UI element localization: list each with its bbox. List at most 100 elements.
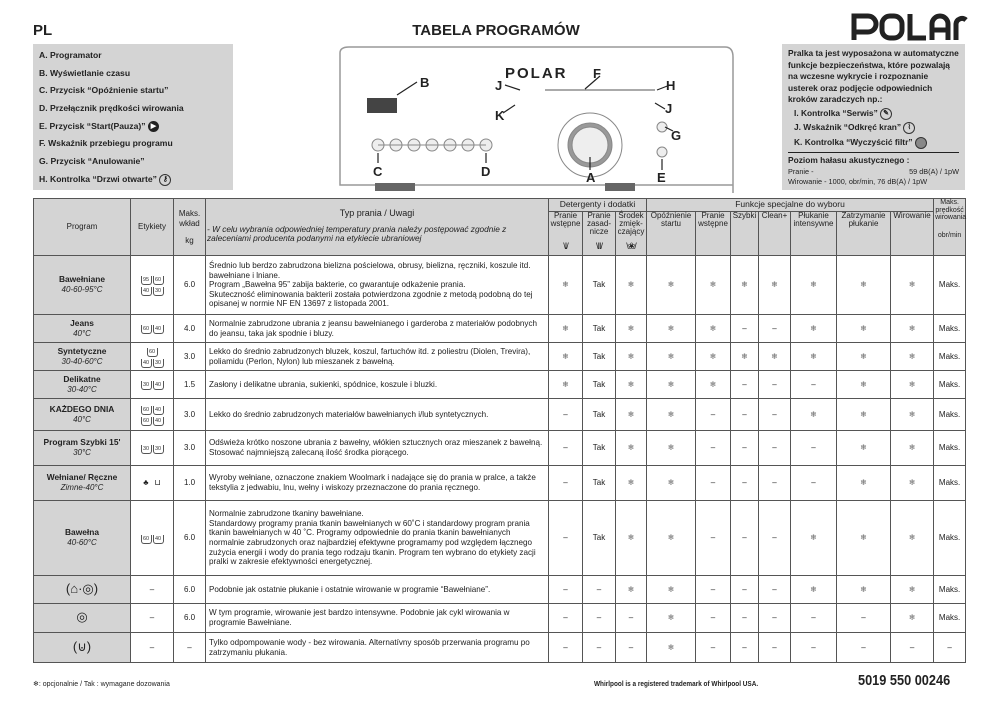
drain-icon: (⊍) bbox=[72, 638, 92, 654]
option-cell: ❄ bbox=[646, 398, 696, 431]
col-4: Pranie wstępne bbox=[695, 211, 731, 256]
option-cell: Maks. bbox=[933, 342, 967, 371]
wrench-icon: ✎ bbox=[880, 107, 893, 120]
program-cell: Bawełna 40-60°C bbox=[33, 500, 131, 576]
option-cell: ❄ bbox=[646, 465, 696, 501]
table-row: Bawełna 40-60°C 60 40 6.0 Normalnie zabrudzon… bbox=[33, 500, 967, 576]
safety-item: J. Wskaźnik “Odkręć kran” ⌇ bbox=[794, 120, 959, 135]
col-load: Maks. wkład kg bbox=[173, 198, 206, 256]
table-row: Program Szybki 15' 30°C 30 30 3.0 Odświeża kr… bbox=[33, 430, 967, 466]
program-table: Program Etykiety Maks. wkład kg Typ prani… bbox=[33, 198, 966, 663]
legend-item: A. Programator bbox=[39, 50, 102, 60]
option-cell: ❄ bbox=[790, 575, 837, 604]
care-labels: 60 40 60 40 bbox=[130, 398, 174, 431]
legend-item: B. Wyświetlanie czasu bbox=[39, 67, 131, 78]
option-cell: ❄ bbox=[790, 398, 837, 431]
table-row: Bawełniane 40-60-95°C 95 60 40 30 6.0 Średnio l… bbox=[33, 255, 967, 315]
program-description: Lekko do średnio zabrudzonych materiałów… bbox=[205, 398, 549, 431]
hand-wash-icon: ⊔ bbox=[154, 478, 161, 488]
col-0: Pranie wstępne \I/ bbox=[548, 211, 583, 256]
table-row: (⊍) – – Tylko odpompowanie wody - bez wirow… bbox=[33, 632, 967, 663]
option-cell: – bbox=[758, 575, 791, 604]
col-5: Szybki bbox=[730, 211, 759, 256]
play-icon: ▶ bbox=[147, 120, 159, 132]
table-row: KAŻDEGO DNIA 40°C 60 40 60 40 3.0 Lekko do śred… bbox=[33, 398, 967, 431]
option-cell: – bbox=[695, 575, 731, 604]
option-cell: Maks. bbox=[933, 430, 967, 466]
detergent-compartment-icon: \I/ bbox=[563, 241, 569, 251]
wash-temp-icon: 30 bbox=[140, 444, 152, 454]
care-labels: – bbox=[130, 632, 174, 663]
program-cell: (⊍) bbox=[33, 632, 131, 663]
wash-temp-icon: 30 bbox=[152, 358, 164, 368]
safety-item: I. Kontrolka “Serwis” ✎ bbox=[794, 106, 959, 121]
option-cell: – bbox=[548, 575, 583, 604]
care-labels: – bbox=[130, 575, 174, 604]
option-cell: ❄ bbox=[889, 603, 935, 633]
option-cell: – bbox=[695, 603, 731, 633]
option-cell: Tak bbox=[582, 255, 616, 315]
option-cell: Maks. bbox=[933, 398, 967, 431]
option-cell: ❄ bbox=[790, 314, 837, 343]
option-cell: ❄ bbox=[758, 255, 791, 315]
spin-icon: ◎ bbox=[76, 609, 88, 625]
option-cell: – bbox=[730, 430, 759, 466]
program-temp: 30-40-60°C bbox=[61, 356, 103, 366]
col-speed: Maks. prędkość wirowania obr/min bbox=[933, 198, 966, 256]
rinse-spin-icon: (⌂·◎) bbox=[65, 580, 99, 596]
option-cell: – bbox=[758, 632, 791, 663]
wash-temp-icon: 40 bbox=[152, 381, 164, 390]
col-type: Typ prania / Uwagi - W celu wybrania odpo… bbox=[205, 198, 549, 256]
program-temp: 40°C bbox=[73, 328, 91, 338]
col-3: Opóźnienie startu bbox=[646, 211, 696, 256]
program-cell: Delikatne 30-40°C bbox=[33, 370, 131, 399]
wash-temp-icon: 30 bbox=[140, 381, 152, 390]
option-cell: – bbox=[695, 398, 731, 431]
care-labels: ♣ ⊔ bbox=[130, 465, 174, 501]
legend-item: G. Przycisk “Anulowanie” bbox=[39, 156, 145, 167]
option-cell: Tak bbox=[582, 465, 616, 501]
noise-row: Pranie -59 dB(A) / 1pW bbox=[788, 167, 959, 177]
program-description: Normalnie zabrudzone tkaniny bawełniane.… bbox=[205, 500, 549, 576]
option-cell: – bbox=[730, 500, 759, 576]
program-temp: 30°C bbox=[73, 448, 91, 457]
col-7: Płukanie intensywne bbox=[790, 211, 837, 256]
care-labels: – bbox=[130, 603, 174, 633]
polar-logo bbox=[851, 13, 968, 41]
program-description: Zasłony i delikatne ubrania, sukienki, s… bbox=[205, 370, 549, 399]
wash-temp-icon: 60 bbox=[140, 325, 152, 334]
care-labels: 30 30 bbox=[130, 430, 174, 466]
option-cell: – bbox=[758, 465, 791, 501]
option-cell: – bbox=[889, 632, 935, 663]
wash-temp-icon: 40 bbox=[152, 325, 164, 334]
max-load: 6.0 bbox=[173, 603, 206, 633]
wash-temp-icon: 40 bbox=[152, 534, 164, 544]
legend-item: D. Przełącznik prędkości wirowania bbox=[39, 103, 184, 114]
option-cell: ❄ bbox=[836, 398, 891, 431]
option-cell: – bbox=[730, 398, 759, 431]
option-cell: – bbox=[730, 575, 759, 604]
label-h: H bbox=[666, 78, 675, 93]
program-name: Delikatne bbox=[63, 373, 101, 384]
footnote: ❄: opcjonalnie / Tak : wymagane dozowani… bbox=[33, 681, 170, 688]
option-cell: ❄ bbox=[615, 500, 647, 576]
safety-intro: Pralka ta jest wyposażona w automatyczne… bbox=[788, 48, 959, 105]
program-description: W tym programie, wirowanie jest bardzo i… bbox=[205, 603, 549, 633]
time-display bbox=[367, 98, 397, 113]
controls-legend: A. Programator B. Wyświetlanie czasu C. … bbox=[33, 44, 233, 190]
option-cell: ❄ bbox=[695, 342, 731, 371]
wool-wash-icon: ♣ bbox=[143, 478, 149, 488]
option-cell: – bbox=[790, 632, 837, 663]
program-cell: Jeans 40°C bbox=[33, 314, 131, 343]
program-temp: Zimne-40°C bbox=[60, 483, 104, 492]
option-cell: ❄ bbox=[836, 255, 891, 315]
wash-temp-icon: 60 bbox=[140, 534, 152, 544]
option-cell: ❄ bbox=[646, 370, 696, 399]
col-8: Zatrzymanie płukanie bbox=[836, 211, 891, 256]
max-load: 1.0 bbox=[173, 465, 206, 501]
program-temp: 30-40°C bbox=[67, 384, 97, 394]
col-group-functions: Funkcje specjalne do wyboru bbox=[645, 198, 935, 212]
option-cell: – bbox=[758, 370, 791, 399]
option-cell: ❄ bbox=[790, 255, 837, 315]
wash-temp-icon: 40 bbox=[140, 358, 152, 368]
